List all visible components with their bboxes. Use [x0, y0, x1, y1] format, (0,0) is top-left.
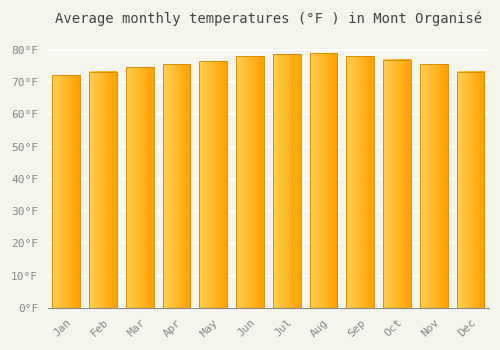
- Title: Average monthly temperatures (°F ) in Mont Organisé: Average monthly temperatures (°F ) in Mo…: [55, 11, 482, 26]
- Bar: [456, 72, 484, 308]
- Bar: [420, 64, 448, 308]
- Bar: [200, 61, 227, 308]
- Bar: [310, 53, 338, 308]
- Bar: [126, 67, 154, 308]
- Bar: [236, 56, 264, 308]
- Bar: [383, 60, 411, 308]
- Bar: [52, 75, 80, 308]
- Bar: [162, 64, 190, 308]
- Bar: [273, 54, 300, 308]
- Bar: [89, 72, 117, 308]
- Bar: [346, 56, 374, 308]
